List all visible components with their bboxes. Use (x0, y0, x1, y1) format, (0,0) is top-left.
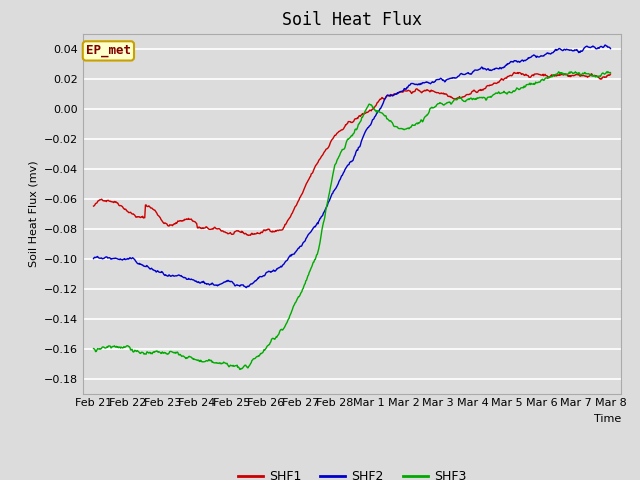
Title: Soil Heat Flux: Soil Heat Flux (282, 11, 422, 29)
Text: EP_met: EP_met (86, 44, 131, 58)
Y-axis label: Soil Heat Flux (mv): Soil Heat Flux (mv) (29, 160, 38, 267)
Legend: SHF1, SHF2, SHF3: SHF1, SHF2, SHF3 (233, 465, 471, 480)
X-axis label: Time: Time (593, 414, 621, 424)
